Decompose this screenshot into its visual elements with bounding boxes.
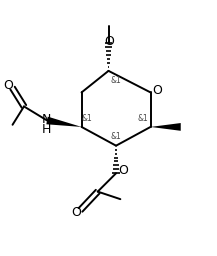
Text: H: H — [41, 123, 51, 136]
Text: O: O — [153, 84, 163, 97]
Text: O: O — [104, 35, 114, 48]
Text: &1: &1 — [138, 114, 148, 123]
Text: N: N — [41, 113, 51, 126]
Polygon shape — [151, 123, 181, 131]
Text: &1: &1 — [111, 76, 122, 85]
Text: O: O — [3, 79, 13, 92]
Text: O: O — [118, 164, 128, 177]
Text: &1: &1 — [111, 132, 122, 141]
Text: O: O — [71, 206, 81, 219]
Polygon shape — [46, 117, 82, 127]
Text: &1: &1 — [82, 114, 92, 123]
